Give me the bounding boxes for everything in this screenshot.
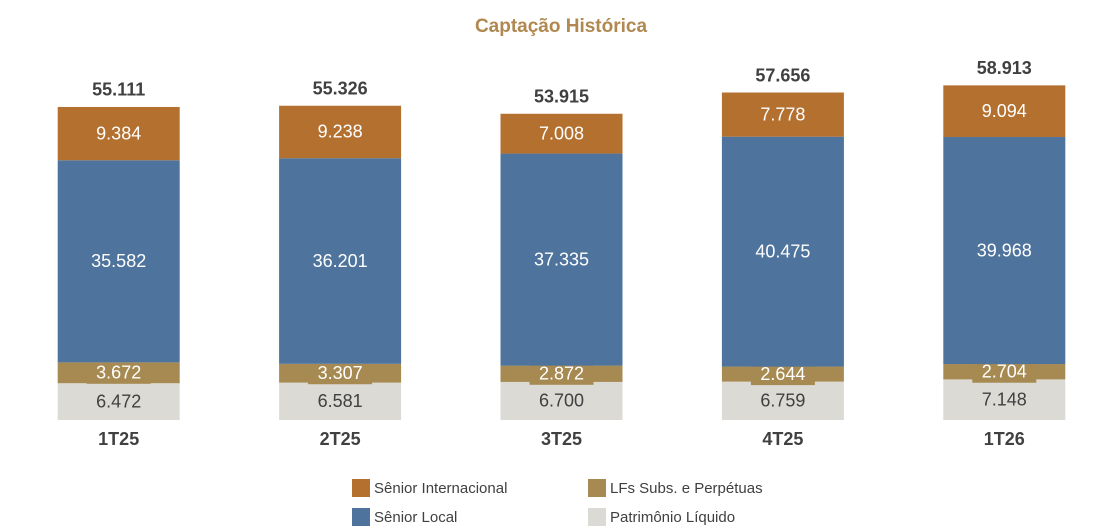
category-label: 1T25	[98, 429, 139, 449]
category-label: 3T25	[541, 429, 582, 449]
value-label: 9.094	[982, 101, 1027, 121]
value-label: 2.872	[539, 364, 584, 384]
value-label: 6.581	[318, 391, 363, 411]
value-label: 6.700	[539, 391, 584, 411]
total-label: 53.915	[534, 87, 589, 107]
bar-segment	[721, 381, 844, 420]
value-label: 7.778	[760, 104, 805, 124]
value-label: 6.472	[96, 391, 141, 411]
value-label: 36.201	[313, 251, 368, 271]
bar-segment	[57, 106, 180, 161]
legend-label: Sênior Local	[374, 509, 457, 526]
category-label: 2T25	[320, 429, 361, 449]
value-label: 7.148	[982, 389, 1027, 409]
bar-segment	[279, 105, 402, 159]
legend-label: LFs Subs. e Perpétuas	[610, 480, 763, 497]
value-label: 3.307	[318, 363, 363, 383]
value-label: 6.759	[760, 391, 805, 411]
label-box	[529, 364, 594, 385]
bar-segment	[943, 85, 1066, 138]
value-label: 40.475	[755, 241, 810, 261]
value-label: 39.968	[977, 240, 1032, 260]
value-label: 3.672	[96, 363, 141, 383]
bar-segment	[943, 137, 1066, 365]
label-box	[86, 363, 151, 384]
category-label: 1T26	[984, 429, 1025, 449]
value-label: 9.238	[318, 122, 363, 142]
legend-swatch	[352, 508, 370, 526]
value-label: 35.582	[91, 251, 146, 271]
legend-label: Patrimônio Líquido	[610, 509, 735, 526]
total-label: 57.656	[755, 65, 810, 85]
bar-segment	[500, 113, 623, 154]
total-label: 55.111	[92, 80, 145, 100]
bar-segment	[57, 160, 180, 363]
legend-label: Sênior Internacional	[374, 480, 507, 497]
bar-segment	[500, 153, 623, 366]
bar-segment	[279, 382, 402, 420]
legend-swatch	[588, 479, 606, 497]
total-label: 55.326	[313, 78, 368, 98]
bar-segment	[57, 383, 180, 420]
label-box	[750, 365, 815, 386]
bar-segment	[721, 92, 844, 137]
label-box	[308, 364, 373, 385]
value-label: 2.704	[982, 361, 1027, 381]
legend-swatch	[352, 479, 370, 497]
category-label: 4T25	[762, 429, 803, 449]
bar-segment	[279, 158, 402, 364]
label-box	[972, 362, 1037, 383]
total-label: 58.913	[977, 58, 1032, 78]
value-label: 37.335	[534, 249, 589, 269]
bar-segment	[721, 136, 844, 367]
chart-title: Captação Histórica	[475, 16, 648, 37]
value-label: 7.008	[539, 123, 584, 143]
legend-swatch	[588, 508, 606, 526]
bar-segment	[500, 381, 623, 420]
value-label: 9.384	[96, 123, 141, 143]
value-label: 2.644	[760, 364, 805, 384]
bar-segment	[943, 379, 1066, 420]
